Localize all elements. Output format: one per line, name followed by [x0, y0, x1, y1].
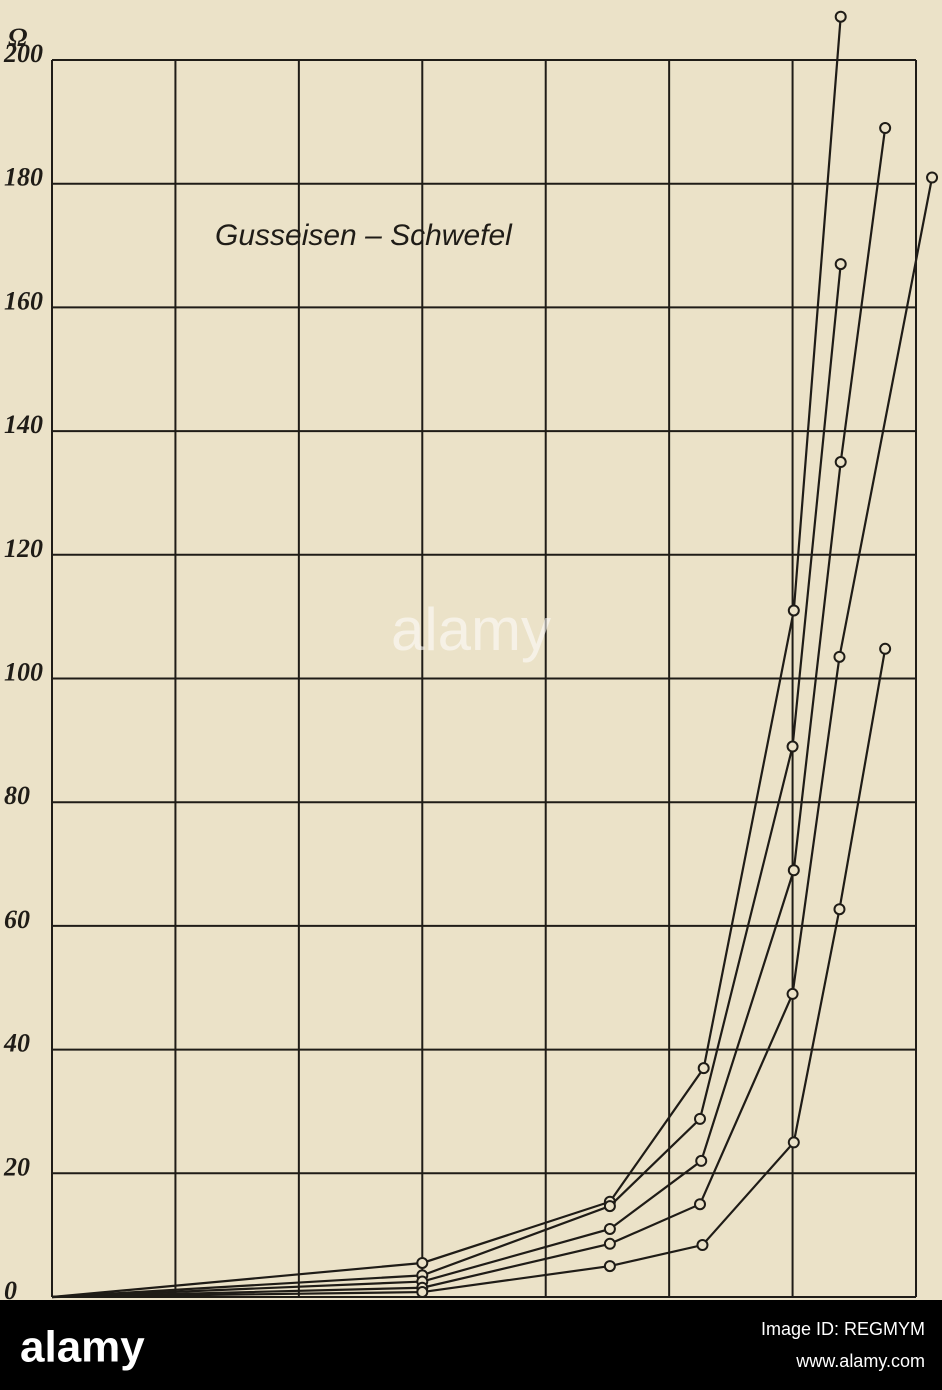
footer-logo: alamy — [20, 1323, 145, 1372]
y-tick-label: 40 — [3, 1029, 30, 1058]
point — [786, 740, 799, 753]
point — [694, 1198, 706, 1211]
point — [879, 122, 892, 135]
y-axis-label: Ω — [8, 23, 27, 52]
y-tick-label: 200 — [3, 39, 43, 68]
point — [697, 1062, 710, 1075]
point — [603, 1260, 616, 1273]
point — [603, 1222, 616, 1235]
point — [416, 1256, 429, 1269]
y-tick-label: 60 — [4, 905, 30, 934]
point — [416, 1286, 429, 1299]
point — [926, 171, 939, 184]
point — [879, 642, 892, 655]
point — [786, 987, 799, 1000]
footer-url: www.alamy.com — [795, 1351, 925, 1371]
image-id: Image ID: REGMYM — [761, 1319, 925, 1339]
point — [833, 903, 846, 916]
point — [787, 864, 800, 877]
y-tick-label: 80 — [4, 781, 30, 810]
point — [834, 456, 847, 469]
point — [787, 1136, 800, 1149]
watermark: alamy — [391, 596, 551, 663]
curve — [51, 263, 842, 1299]
point — [695, 1154, 708, 1167]
y-tick-label: 100 — [4, 657, 43, 686]
point — [696, 1239, 709, 1252]
point — [694, 1112, 706, 1125]
y-tick-label: 180 — [4, 163, 43, 192]
point — [787, 604, 800, 617]
y-tick-label: 0 — [4, 1276, 17, 1305]
chart: 0 20 40 60 80 100 120 140 160 180 200 — [3, 10, 939, 1305]
point — [603, 1200, 616, 1213]
point — [603, 1237, 616, 1250]
y-tick-label: 160 — [4, 286, 43, 315]
y-tick-label: 140 — [4, 410, 43, 439]
curve — [51, 16, 842, 1299]
point — [834, 10, 847, 23]
y-tick-label: 20 — [3, 1152, 30, 1181]
point — [834, 258, 847, 271]
point — [833, 650, 846, 663]
footer — [0, 1300, 942, 1390]
annotation: Gusseisen – Schwefel — [215, 219, 513, 252]
y-tick-label: 120 — [4, 534, 43, 563]
